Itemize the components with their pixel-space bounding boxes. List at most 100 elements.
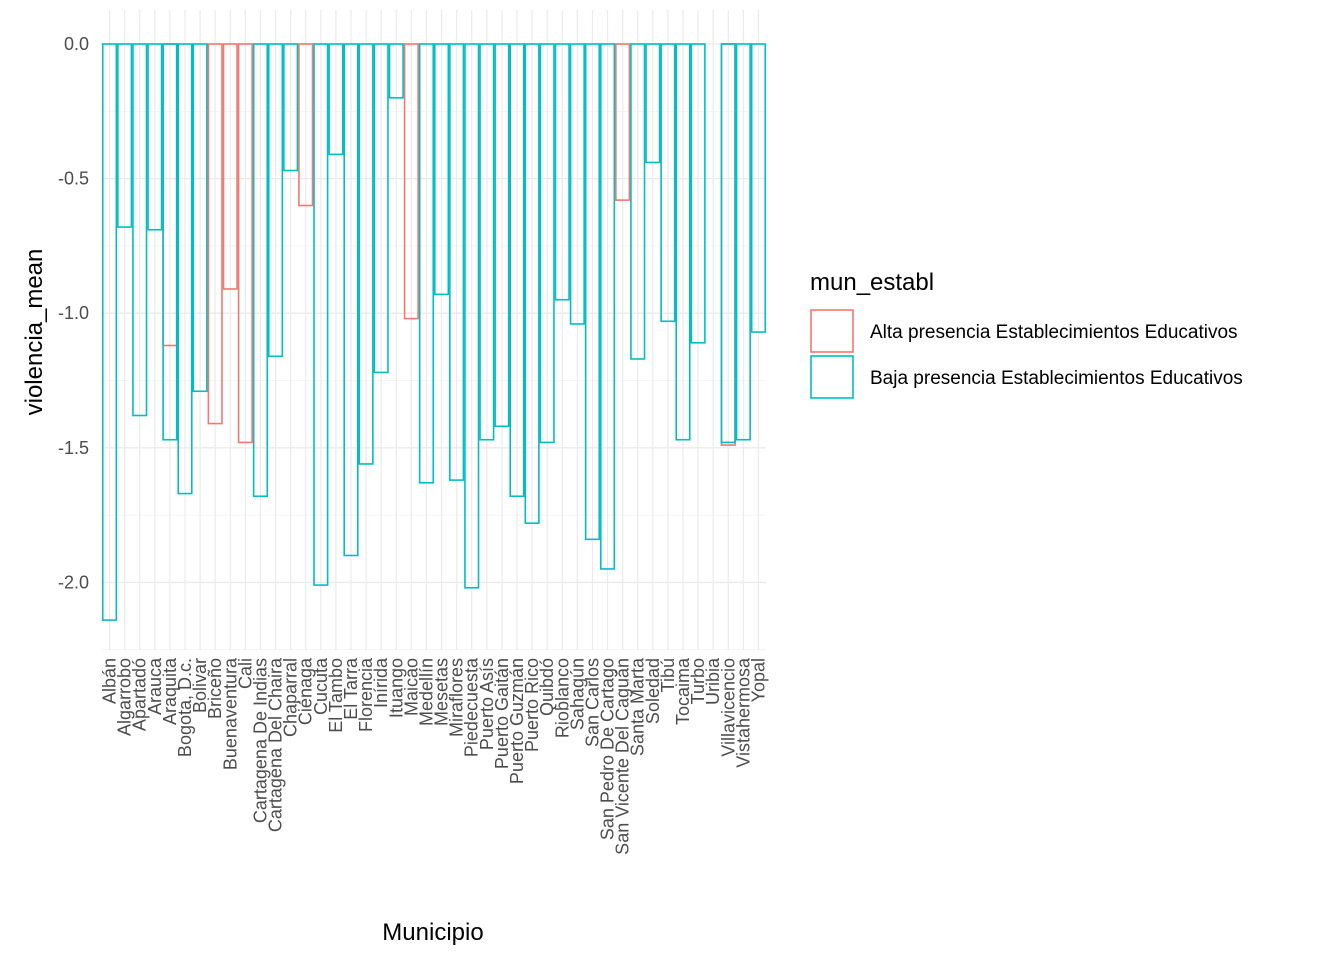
bar-baja bbox=[177, 43, 193, 495]
bar-baja bbox=[464, 43, 480, 589]
x-tick-label: Maicao bbox=[401, 658, 421, 716]
x-tick-label: Tocaima bbox=[673, 657, 693, 725]
legend-label: Alta presencia Establecimientos Educativ… bbox=[870, 322, 1238, 343]
x-tick-label: Arauca bbox=[145, 657, 165, 715]
x-tick-label: Buenaventura bbox=[220, 657, 240, 770]
legend-key bbox=[810, 355, 854, 399]
bar-baja bbox=[509, 43, 525, 498]
x-tick-label: Araquita bbox=[160, 657, 180, 725]
x-tick-label: Santa Marta bbox=[628, 657, 648, 756]
x-tick-label: Medellín bbox=[416, 658, 436, 726]
bar-baja bbox=[373, 43, 389, 374]
y-tick-label: -1.0 bbox=[58, 303, 89, 323]
x-tick-label: Miraflores bbox=[447, 658, 467, 737]
legend-key bbox=[810, 309, 854, 353]
bar-baja bbox=[599, 43, 616, 570]
x-tick-label: Rioblanco bbox=[552, 658, 572, 738]
y-axis-title: violencia_mean bbox=[21, 249, 48, 416]
y-tick-label: -1.5 bbox=[58, 438, 89, 458]
x-tick-label: Cartagena De Indias bbox=[250, 658, 270, 823]
bar-baja bbox=[539, 43, 555, 444]
bar-baja bbox=[358, 43, 374, 465]
x-tick-label: San Carlos bbox=[582, 658, 602, 747]
y-tick-label: -0.5 bbox=[58, 169, 89, 189]
bar-baja bbox=[252, 43, 269, 498]
bar-alta bbox=[615, 43, 631, 201]
x-tick-label: Puerto Gaitán bbox=[492, 658, 512, 769]
x-tick-label: Uribia bbox=[703, 657, 723, 705]
x-tick-label: Puerto Rico bbox=[522, 658, 542, 752]
x-tick-label: Puerto Asís bbox=[477, 658, 497, 750]
x-tick-label: Quibdó bbox=[537, 658, 557, 716]
grid bbox=[102, 10, 766, 651]
bar-baja bbox=[479, 43, 495, 441]
bar-baja bbox=[750, 43, 767, 333]
bar-baja bbox=[630, 43, 646, 360]
x-tick-label: Apartadó bbox=[130, 658, 150, 731]
bar-baja bbox=[192, 43, 208, 393]
x-tick-label: Puerto Guzmán bbox=[507, 658, 527, 784]
bar-baja bbox=[313, 43, 329, 586]
bar-baja bbox=[524, 43, 540, 524]
x-tick-label: Vistahermosa bbox=[733, 657, 753, 768]
bar-baja bbox=[328, 43, 344, 156]
x-tick-label: Cali bbox=[235, 658, 255, 689]
bar-alta bbox=[298, 43, 314, 207]
bar-baja bbox=[554, 43, 570, 301]
x-tick-label: Sahagún bbox=[567, 658, 587, 730]
y-axis-ticks: 0.0 -0.5 -1.0 -1.5 -2.0 bbox=[58, 34, 89, 592]
x-tick-label: Inírida bbox=[371, 657, 391, 708]
x-tick-label: Florencia bbox=[356, 657, 376, 732]
y-tick-label: -2.0 bbox=[58, 572, 89, 592]
bars bbox=[101, 43, 767, 621]
bar-baja bbox=[267, 43, 284, 358]
bar-baja bbox=[449, 43, 465, 481]
bar-baja bbox=[660, 43, 676, 323]
x-tick-label: Algarrobo bbox=[115, 658, 135, 736]
legend-title: mun_establ bbox=[810, 269, 934, 296]
x-tick-label: Chaparral bbox=[281, 658, 301, 737]
bar-baja bbox=[283, 43, 299, 172]
x-tick-label: Soledad bbox=[643, 658, 663, 724]
bar-baja bbox=[433, 43, 450, 296]
bar-baja bbox=[690, 43, 706, 344]
x-tick-label: Ituango bbox=[386, 658, 406, 718]
x-tick-label: San Vicente Del Caguán bbox=[613, 658, 633, 855]
x-tick-label: Mesetas bbox=[432, 658, 452, 726]
bar-baja bbox=[343, 43, 359, 557]
x-tick-label: Briceño bbox=[205, 658, 225, 719]
x-tick-label: Bolivar bbox=[190, 658, 210, 713]
bar-baja bbox=[132, 43, 148, 417]
bar-alta bbox=[222, 43, 238, 290]
bar-baja bbox=[645, 43, 661, 164]
bar-baja bbox=[147, 43, 163, 231]
y-tick-label: 0.0 bbox=[64, 34, 89, 54]
legend-label: Baja presencia Establecimientos Educativ… bbox=[870, 368, 1243, 389]
x-tick-label: Cartagena Del Chaira bbox=[266, 657, 286, 832]
x-tick-label: Tibú bbox=[658, 658, 678, 692]
x-tick-label: El Tarra bbox=[341, 657, 361, 720]
bar-alta bbox=[403, 43, 419, 320]
x-tick-label: Turbo bbox=[688, 658, 708, 704]
bar-alta bbox=[237, 43, 253, 444]
bar-baja bbox=[584, 43, 601, 541]
x-tick-label: Piedecuesta bbox=[462, 657, 482, 757]
bar-baja bbox=[418, 43, 435, 484]
bar-baja bbox=[101, 43, 118, 621]
x-tick-label: El Tambo bbox=[326, 658, 346, 733]
bar-baja bbox=[162, 43, 178, 441]
x-tick-label: Villavicencio bbox=[718, 658, 738, 757]
bar-baja bbox=[735, 43, 751, 441]
bar-baja bbox=[569, 43, 585, 325]
x-tick-label: San Pedro De Cartago bbox=[598, 658, 618, 840]
bar-baja bbox=[117, 43, 133, 228]
x-axis-title: Municipio bbox=[382, 919, 483, 946]
legend: mun_establ Alta presencia Establecimient… bbox=[810, 269, 1243, 399]
x-tick-label: Bogota, D.c. bbox=[175, 658, 195, 757]
x-axis-ticks: AlbánAlgarroboApartadóAraucaAraquitaBogo… bbox=[100, 657, 769, 855]
x-tick-label: Yopal bbox=[748, 658, 768, 702]
x-tick-label: Albán bbox=[100, 658, 120, 704]
x-tick-label: Ciénaga bbox=[296, 657, 316, 725]
bar-baja bbox=[675, 43, 691, 441]
